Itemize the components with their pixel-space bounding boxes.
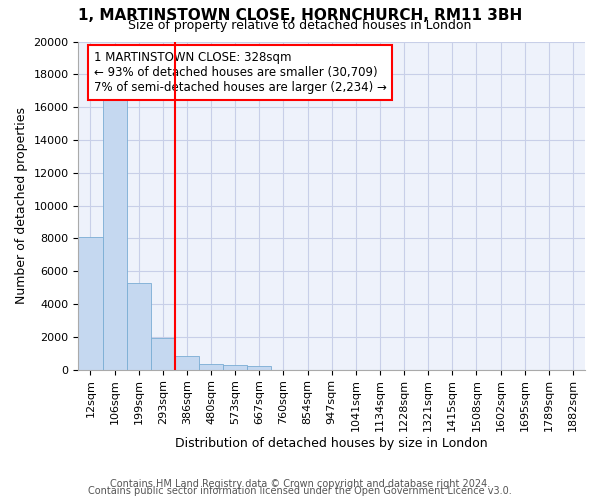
- Bar: [175, 356, 199, 370]
- Bar: [127, 282, 151, 370]
- Text: 1, MARTINSTOWN CLOSE, HORNCHURCH, RM11 3BH: 1, MARTINSTOWN CLOSE, HORNCHURCH, RM11 3…: [78, 8, 522, 22]
- Bar: [247, 366, 271, 370]
- Text: 1 MARTINSTOWN CLOSE: 328sqm
← 93% of detached houses are smaller (30,709)
7% of : 1 MARTINSTOWN CLOSE: 328sqm ← 93% of det…: [94, 52, 386, 94]
- Bar: [79, 236, 103, 370]
- Bar: [151, 338, 175, 370]
- Text: Contains public sector information licensed under the Open Government Licence v3: Contains public sector information licen…: [88, 486, 512, 496]
- Bar: [103, 98, 127, 370]
- Text: Size of property relative to detached houses in London: Size of property relative to detached ho…: [128, 18, 472, 32]
- Text: Contains HM Land Registry data © Crown copyright and database right 2024.: Contains HM Land Registry data © Crown c…: [110, 479, 490, 489]
- Bar: [199, 364, 223, 370]
- X-axis label: Distribution of detached houses by size in London: Distribution of detached houses by size …: [175, 437, 488, 450]
- Bar: [223, 366, 247, 370]
- Y-axis label: Number of detached properties: Number of detached properties: [15, 107, 28, 304]
